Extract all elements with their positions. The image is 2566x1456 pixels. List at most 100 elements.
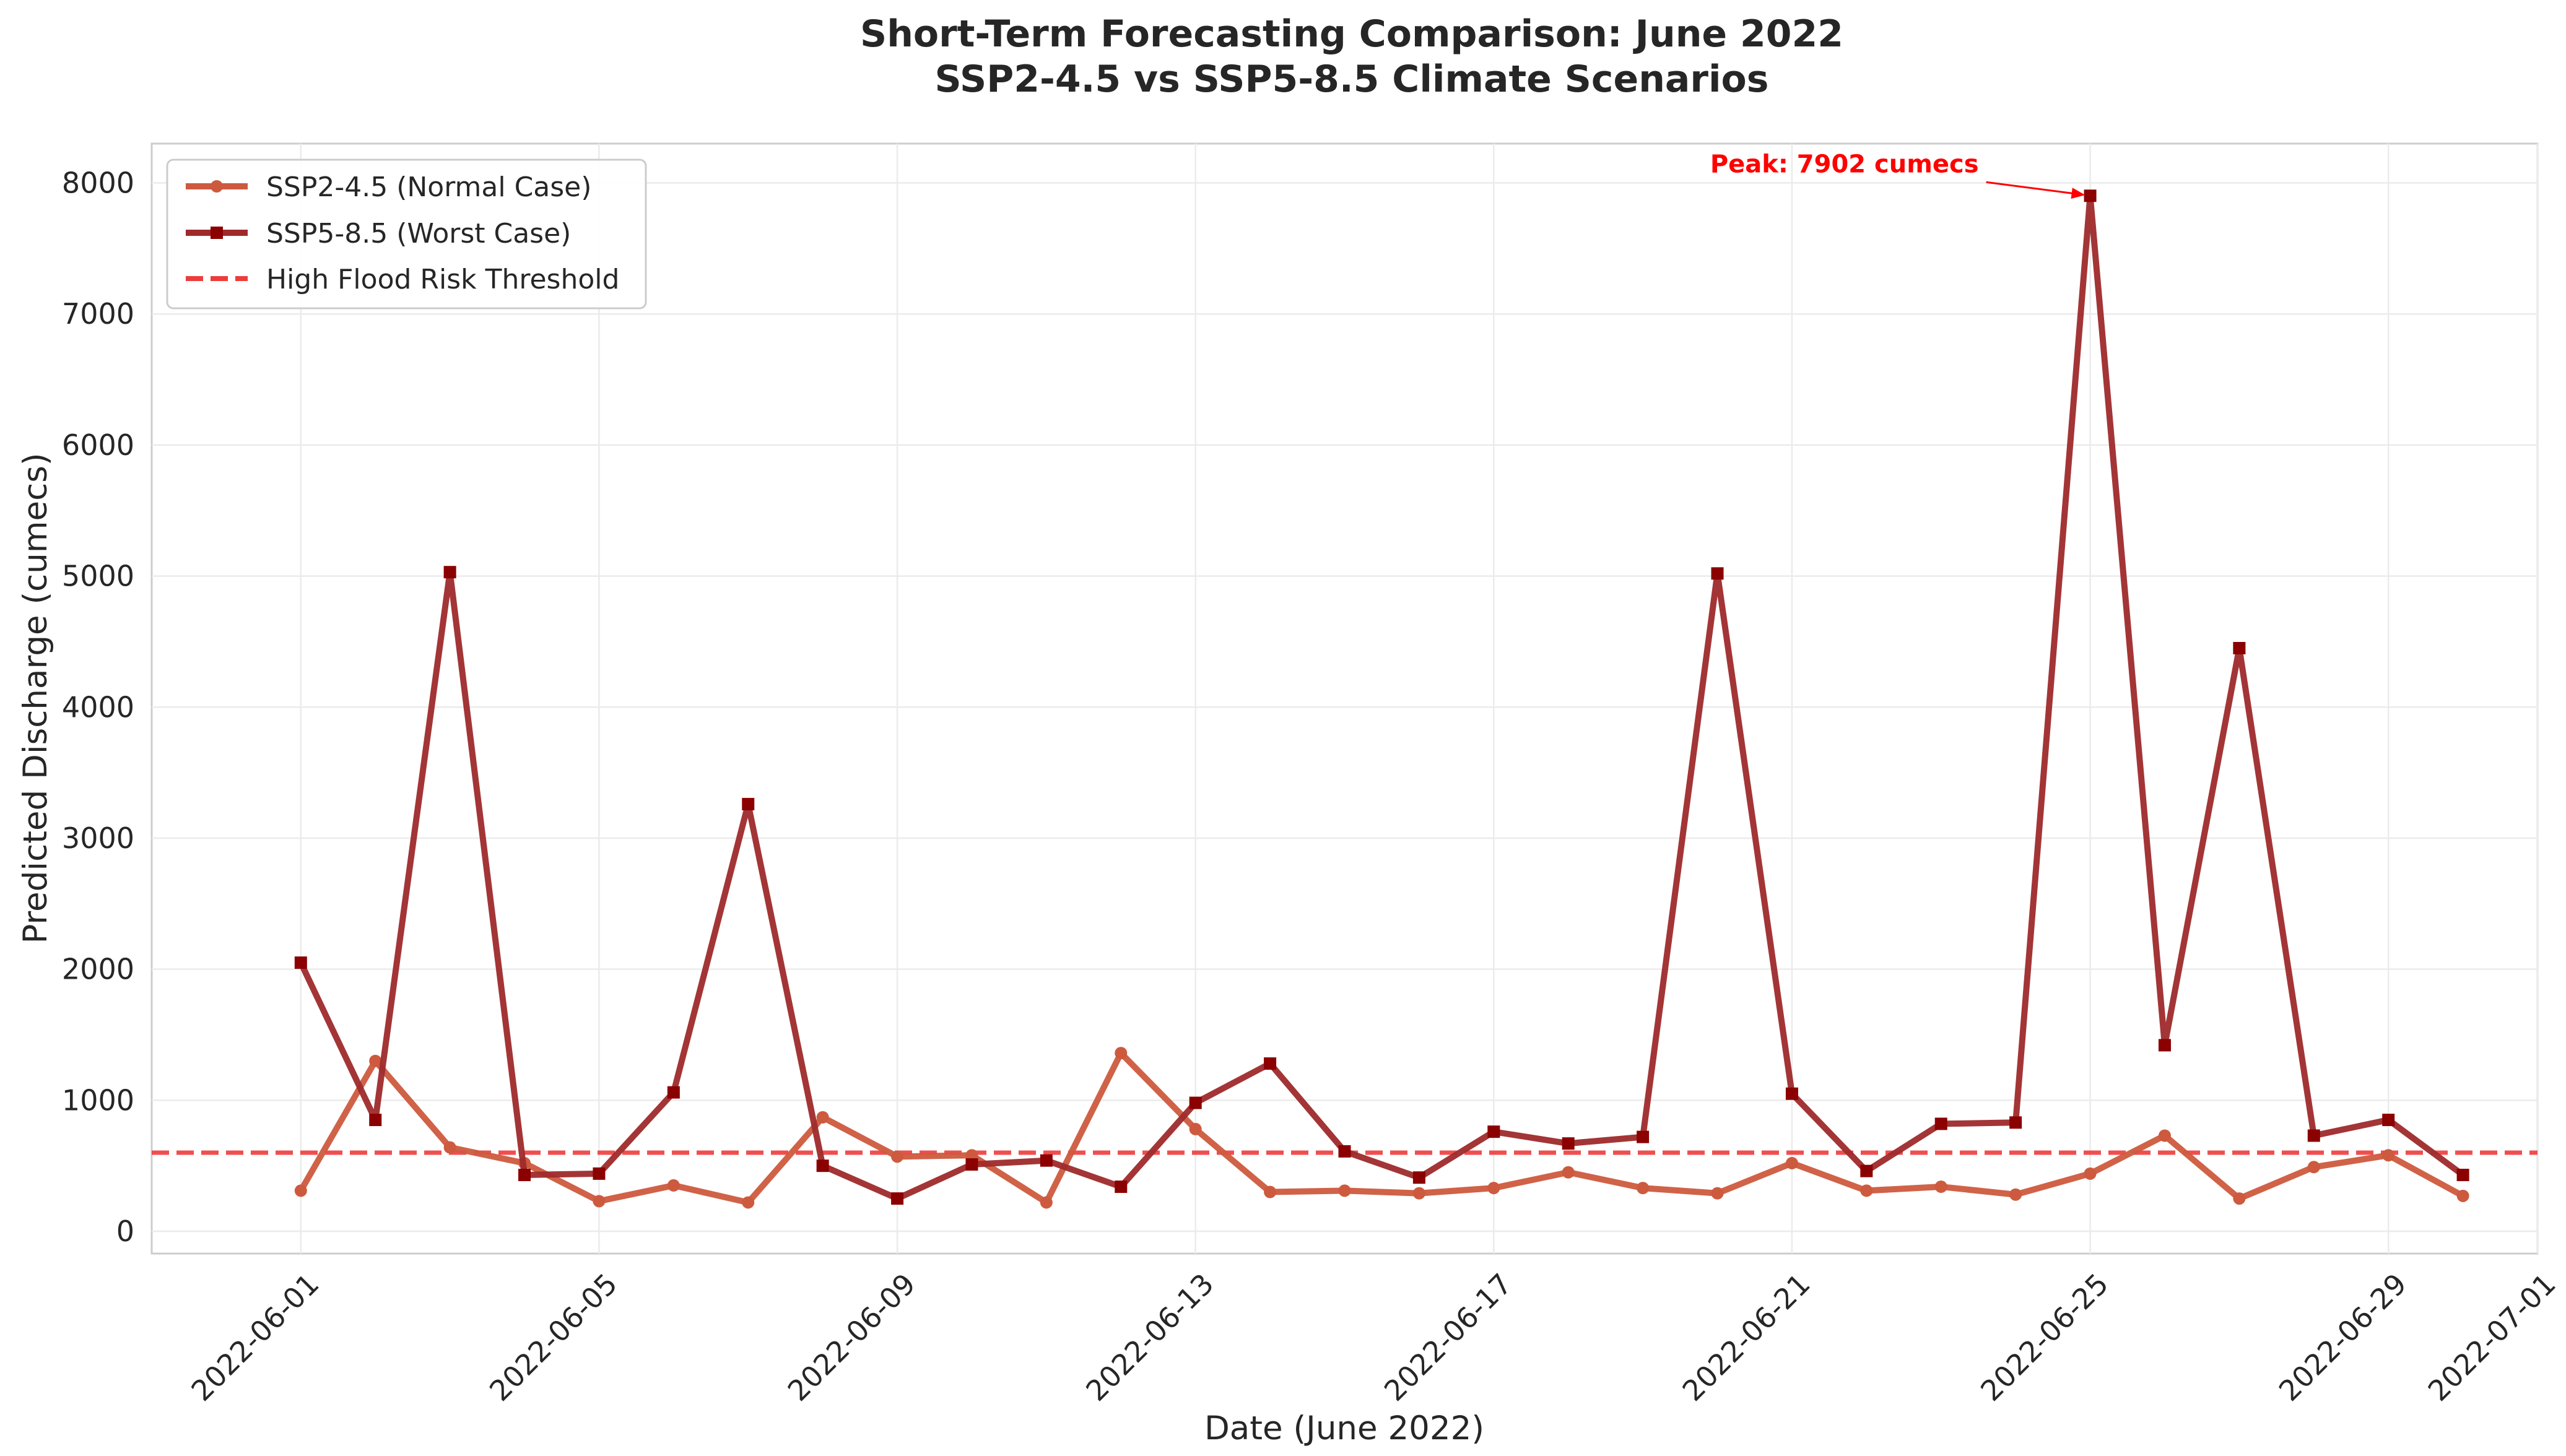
data-point: [891, 1192, 904, 1205]
data-point: [1115, 1047, 1128, 1060]
data-point: [593, 1167, 606, 1180]
data-point: [1115, 1181, 1128, 1194]
data-point: [1040, 1196, 1053, 1209]
data-point: [2456, 1189, 2469, 1202]
data-point: [2307, 1161, 2320, 1174]
data-point: [1487, 1182, 1500, 1195]
data-point: [1264, 1057, 1277, 1070]
series-ssp2-4-5: [294, 1047, 2469, 1209]
data-point: [1637, 1182, 1650, 1195]
data-point: [443, 1141, 456, 1154]
x-tick-label: 2022-06-17: [1378, 1267, 1518, 1408]
data-point: [294, 1184, 307, 1197]
data-point: [742, 1196, 755, 1209]
peak-arrow: [1986, 181, 2082, 196]
data-point: [1934, 1117, 1947, 1130]
chart-subtitle: SSP2-4.5 vs SSP5-8.5 Climate Scenarios: [935, 58, 1769, 101]
legend: SSP2-4.5 (Normal Case) SSP5-8.5 (Worst C…: [166, 158, 647, 310]
data-point: [518, 1168, 531, 1181]
data-point: [667, 1179, 680, 1192]
x-tick-label: 2022-06-25: [1974, 1267, 2115, 1408]
y-axis-ticks: 0 1000 2000 3000 4000 5000 6000 7000 8000: [62, 167, 134, 1249]
annotation: Peak: 7902 cumecs: [1710, 150, 2085, 199]
data-point: [2382, 1149, 2395, 1162]
data-point: [1711, 1187, 1724, 1200]
data-point: [1860, 1184, 1873, 1197]
data-point: [891, 1150, 904, 1163]
series-line: [298, 193, 2465, 1202]
data-point: [2158, 1129, 2171, 1142]
peak-arrow-head: [2071, 188, 2085, 199]
chart-title: Short-Term Forecasting Comparison: June …: [860, 12, 1843, 56]
y-tick-label: 2000: [62, 953, 134, 986]
data-point: [1338, 1184, 1351, 1197]
x-tick-label: 2022-06-05: [483, 1267, 624, 1408]
series-ssp5-8-5: [294, 189, 2469, 1205]
data-point: [294, 956, 307, 969]
data-point: [1189, 1122, 1202, 1135]
x-tick-label: 2022-06-01: [185, 1267, 325, 1408]
x-tick-label: 2022-06-21: [1676, 1267, 1816, 1408]
data-point: [369, 1054, 382, 1067]
legend-box: [166, 158, 647, 310]
data-point: [667, 1086, 680, 1099]
data-point: [2009, 1188, 2022, 1201]
data-point: [1562, 1166, 1575, 1179]
y-tick-label: 3000: [62, 821, 134, 855]
series-line: [298, 1050, 2464, 1206]
data-point: [2084, 189, 2097, 202]
series: [294, 189, 2469, 1209]
data-point: [1412, 1187, 1425, 1200]
data-point: [1785, 1087, 1798, 1100]
data-point: [1637, 1130, 1650, 1143]
y-tick-label: 4000: [62, 690, 134, 724]
data-point: [2233, 642, 2246, 654]
data-point: [816, 1159, 829, 1172]
data-point: [2382, 1114, 2395, 1127]
legend-label-ssp5: SSP5-8.5 (Worst Case): [266, 218, 571, 249]
x-axis-ticks: 2022-06-01 2022-06-05 2022-06-09 2022-06-13…: [185, 1267, 2562, 1408]
data-point: [965, 1158, 978, 1171]
data-point: [1412, 1171, 1425, 1184]
x-tick-label: 2022-06-29: [2272, 1267, 2413, 1408]
data-point: [443, 566, 456, 579]
data-point: [2307, 1129, 2320, 1142]
grid: [152, 144, 2539, 1254]
data-point: [1785, 1156, 1798, 1169]
y-tick-label: 0: [116, 1215, 134, 1248]
data-point: [742, 797, 755, 810]
x-axis-label: Date (June 2022): [1204, 1410, 1484, 1447]
peak-annotation: Peak: 7902 cumecs: [1710, 150, 1979, 178]
x-tick-label: 2022-07-01: [2422, 1267, 2562, 1408]
data-point: [816, 1111, 829, 1124]
plot-area: [150, 142, 2539, 1255]
data-point: [1338, 1145, 1351, 1158]
data-point: [1934, 1181, 1947, 1194]
legend-marker-ssp5: [211, 227, 223, 239]
y-tick-label: 6000: [62, 428, 134, 462]
y-axis-label: Predicted Discharge (cumecs): [17, 453, 54, 943]
data-point: [2084, 1167, 2097, 1180]
data-point: [1264, 1185, 1277, 1198]
data-point: [593, 1195, 606, 1208]
data-point: [2456, 1168, 2469, 1181]
data-point: [369, 1114, 382, 1127]
data-point: [1562, 1137, 1575, 1150]
data-point: [2009, 1116, 2022, 1129]
y-tick-label: 8000: [62, 167, 134, 200]
y-tick-label: 1000: [62, 1083, 134, 1117]
y-tick-label: 5000: [62, 560, 134, 593]
data-point: [1189, 1096, 1202, 1109]
y-tick-label: 7000: [62, 297, 134, 331]
legend-label-ssp2: SSP2-4.5 (Normal Case): [266, 171, 591, 203]
data-point: [2233, 1192, 2246, 1205]
data-point: [1487, 1125, 1500, 1138]
legend-label-threshold: High Flood Risk Threshold: [266, 264, 619, 295]
data-point: [1040, 1154, 1053, 1167]
legend-marker-ssp2: [211, 180, 223, 193]
x-tick-label: 2022-06-09: [781, 1267, 922, 1408]
data-point: [2158, 1039, 2171, 1052]
x-tick-label: 2022-06-13: [1079, 1267, 1220, 1408]
data-point: [1860, 1164, 1873, 1177]
